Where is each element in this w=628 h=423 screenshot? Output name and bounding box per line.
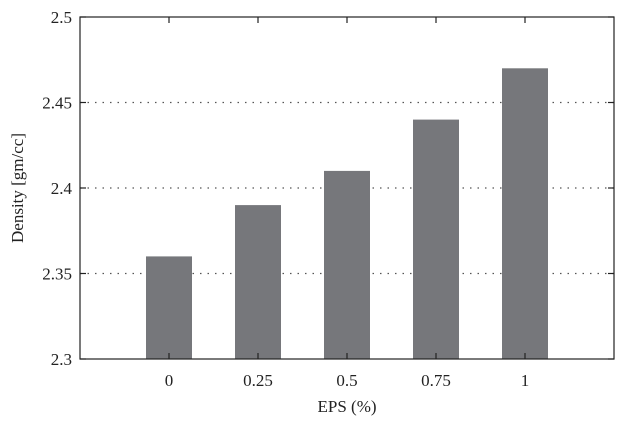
x-tick-labels: 0 0.25 0.5 0.75 1 [165,371,530,390]
y-tick-label: 2.4 [51,179,73,198]
x-tick-label: 1 [521,371,530,390]
y-tick-labels: 2.3 2.35 2.4 2.45 2.5 [42,8,72,369]
axis-ticks [80,16,614,360]
bar [324,170,370,359]
x-tick-label: 0.75 [421,371,451,390]
x-axis-title: EPS (%) [317,397,376,416]
bar [413,119,459,359]
y-axis-title: Density [gm/cc] [8,133,27,243]
bars [146,68,548,360]
x-tick-label: 0.25 [243,371,273,390]
y-tick-label: 2.45 [42,94,72,113]
y-tick-label: 2.35 [42,265,72,284]
bar [146,256,192,359]
y-tick-label: 2.5 [51,8,72,27]
y-tick-label: 2.3 [51,350,72,369]
bar [235,205,281,359]
bar [502,68,548,360]
x-tick-label: 0.5 [336,371,357,390]
x-tick-label: 0 [165,371,174,390]
